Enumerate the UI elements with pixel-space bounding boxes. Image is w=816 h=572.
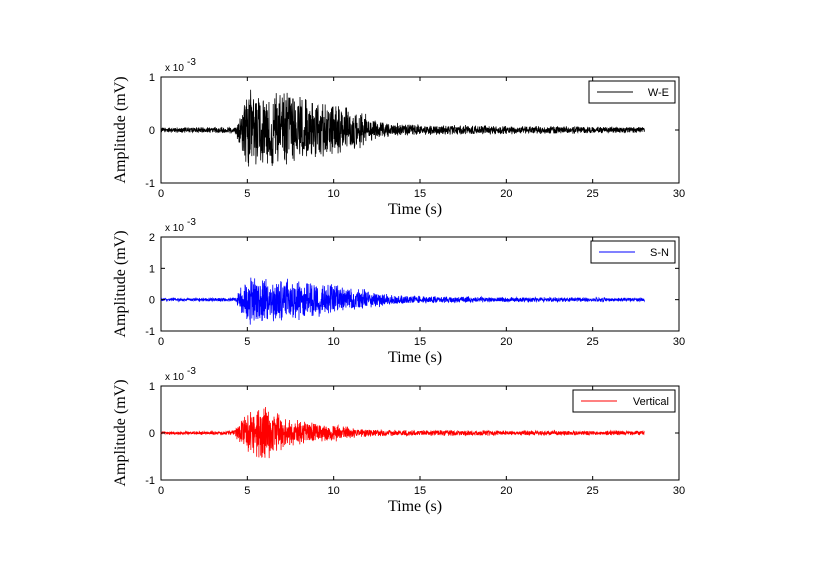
legend-label: W-E bbox=[648, 87, 669, 99]
x-tick-label: 30 bbox=[673, 336, 685, 348]
x-tick-label: 30 bbox=[673, 188, 685, 200]
legend-label: Vertical bbox=[633, 396, 669, 408]
y-exponent-label: x 10 bbox=[165, 63, 184, 74]
y-axis-title: Amplitude (mV) bbox=[112, 230, 129, 337]
x-axis-title: Time (s) bbox=[388, 349, 442, 366]
x-tick-label: 5 bbox=[244, 336, 250, 348]
x-tick-label: 15 bbox=[414, 485, 426, 497]
y-exponent-power: -3 bbox=[187, 217, 196, 228]
y-axis-title: Amplitude (mV) bbox=[112, 379, 129, 486]
x-tick-label: 20 bbox=[500, 188, 512, 200]
x-axis-title: Time (s) bbox=[388, 498, 442, 515]
x-tick-label: 15 bbox=[414, 336, 426, 348]
x-tick-label: 10 bbox=[328, 188, 340, 200]
y-exponent-power: -3 bbox=[187, 366, 196, 377]
legend-label: S-N bbox=[650, 247, 669, 259]
y-tick-label: -1 bbox=[145, 326, 155, 338]
x-tick-label: 25 bbox=[587, 485, 599, 497]
x-tick-label: 25 bbox=[587, 188, 599, 200]
x-tick-label: 5 bbox=[244, 188, 250, 200]
y-tick-label: 0 bbox=[149, 428, 155, 440]
y-tick-label: 1 bbox=[149, 72, 155, 84]
x-tick-label: 0 bbox=[158, 485, 164, 497]
series-trace-s-n bbox=[160, 277, 645, 325]
y-exponent-power: -3 bbox=[187, 57, 196, 68]
y-exponent-label: x 10 bbox=[165, 223, 184, 234]
x-tick-label: 20 bbox=[500, 485, 512, 497]
y-tick-label: 0 bbox=[149, 295, 155, 307]
x-tick-label: 15 bbox=[414, 188, 426, 200]
x-tick-label: 20 bbox=[500, 336, 512, 348]
y-tick-label: -1 bbox=[145, 178, 155, 190]
x-tick-label: 0 bbox=[158, 188, 164, 200]
x-tick-label: 10 bbox=[328, 336, 340, 348]
y-tick-label: 0 bbox=[149, 125, 155, 137]
y-exponent-label: x 10 bbox=[165, 372, 184, 383]
y-tick-label: -1 bbox=[145, 475, 155, 487]
x-tick-label: 30 bbox=[673, 485, 685, 497]
x-axis-title: Time (s) bbox=[388, 201, 442, 218]
legend-box bbox=[572, 389, 676, 413]
x-tick-label: 5 bbox=[244, 485, 250, 497]
y-tick-label: 1 bbox=[149, 263, 155, 275]
y-tick-label: 2 bbox=[149, 232, 155, 244]
series-trace-vertical bbox=[160, 406, 645, 459]
x-tick-label: 0 bbox=[158, 336, 164, 348]
x-tick-label: 25 bbox=[587, 336, 599, 348]
y-tick-label: 1 bbox=[149, 381, 155, 393]
x-tick-label: 10 bbox=[328, 485, 340, 497]
series-trace-w-e bbox=[160, 89, 645, 167]
y-axis-title: Amplitude (mV) bbox=[112, 76, 129, 183]
